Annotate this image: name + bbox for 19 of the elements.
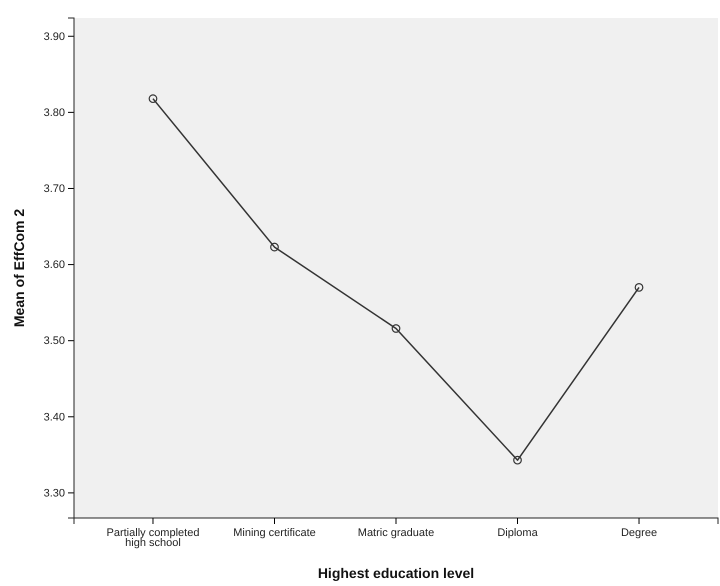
y-tick-label: 3.70 bbox=[44, 182, 65, 195]
x-tick-label: Diploma bbox=[497, 527, 539, 539]
y-tick-label: 3.50 bbox=[44, 335, 65, 348]
y-tick-label: 3.80 bbox=[44, 106, 65, 119]
x-tick-label: Matric graduate bbox=[358, 527, 434, 539]
point bbox=[270, 242, 279, 252]
point bbox=[148, 94, 158, 104]
y-tick-label: 3.30 bbox=[44, 487, 65, 500]
x-tick-label: Partially completed high school bbox=[106, 527, 200, 549]
point bbox=[513, 456, 522, 465]
y-tick-label: 3.40 bbox=[44, 411, 65, 424]
x-axis-title: Highest education level bbox=[318, 565, 474, 581]
y-tick-label: 3.90 bbox=[44, 30, 65, 43]
y-tick-label: 3.60 bbox=[44, 259, 65, 272]
y-axis-title: Mean of EffCom 2 bbox=[11, 208, 27, 328]
point bbox=[392, 324, 400, 333]
point bbox=[634, 283, 644, 292]
x-tick-label: Degree bbox=[620, 527, 658, 539]
x-tick-label: Mining certificate bbox=[233, 527, 316, 539]
